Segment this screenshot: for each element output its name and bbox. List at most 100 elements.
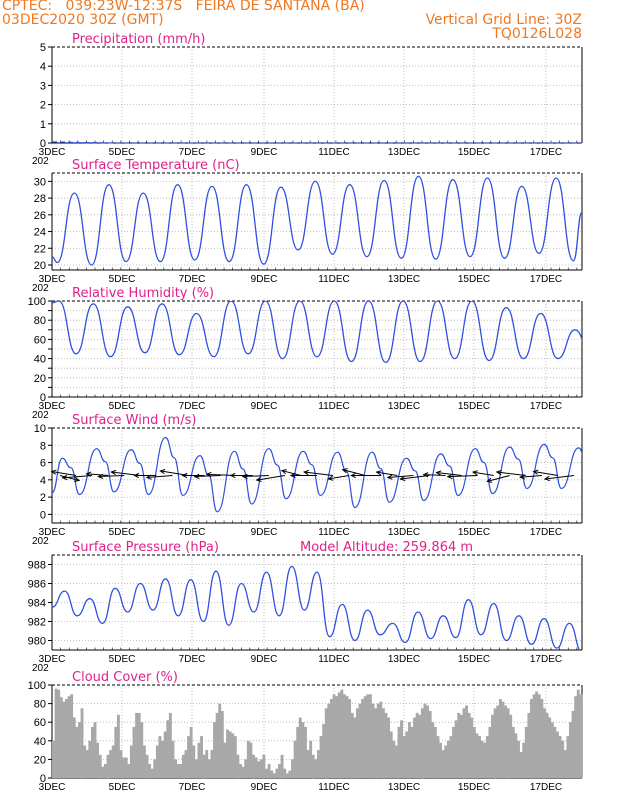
panel-title: Surface Wind (m/s) (72, 413, 196, 428)
cloud-bar (545, 712, 549, 778)
cloud-bar (296, 726, 300, 778)
y-tick-label: 2 (40, 100, 46, 112)
y-tick-label: 20 (34, 260, 46, 272)
x-tick-label: 3DEC (39, 527, 66, 538)
cloud-bar (103, 764, 107, 778)
cloud-bar (563, 750, 567, 778)
pressure-line (52, 565, 581, 650)
cloud-bar (200, 736, 203, 778)
cloud-bar (550, 722, 554, 778)
cloud-bar (278, 764, 281, 778)
cloud-bar (329, 699, 333, 778)
cloud-bar (483, 742, 487, 778)
cloud-bar (441, 750, 445, 778)
cloud-bar (527, 712, 531, 778)
cloud-bar (114, 726, 118, 778)
cloud-bar (202, 754, 206, 779)
cloud-bar (379, 701, 383, 778)
wind-vector-head (350, 472, 356, 479)
cloud-bar (332, 694, 336, 778)
x-tick-label: 11DEC (318, 527, 350, 538)
cloud-bar (561, 740, 565, 778)
cloud-bar (140, 722, 144, 778)
x-tick-label: 5DEC (109, 401, 136, 412)
cloud-bar (83, 745, 87, 778)
cloud-bar (215, 712, 219, 778)
x-tick-label: 7DEC (179, 401, 206, 412)
cloud-bar (111, 745, 115, 778)
cloud-bar (262, 754, 266, 779)
y-tick-label: 0 (40, 138, 46, 150)
x-tick-label: 5DEC (109, 527, 136, 538)
cloud-bar (153, 759, 157, 778)
cloud-bar (135, 712, 139, 778)
cloud-bar (537, 694, 541, 778)
x-tick-label: 5DEC (109, 654, 136, 665)
x-year-fragment: 202 (32, 283, 49, 294)
cloud-bar (335, 696, 339, 778)
panel-0: 0 1 2 3 4 5 3DEC 5DEC 7DEC 9DEC 11DEC 13DEC 15DEC 17D… (32, 32, 583, 167)
cloud-bar (119, 750, 123, 778)
cloud-bar (454, 720, 458, 778)
cloud-bar (374, 708, 378, 779)
y-tick-label: 100 (28, 680, 46, 692)
wind-speed-line (52, 436, 582, 513)
cloud-bar (233, 736, 237, 778)
cloud-bar (532, 694, 536, 778)
cloud-bar (405, 731, 409, 778)
cloud-bar (420, 708, 424, 779)
panel-2: 0 20 40 60 80 100 3DEC 5DEC 7DEC 9DEC 11DEC 13DEC 15… (28, 286, 583, 421)
x-tick-label: 11DEC (318, 147, 350, 158)
cloud-bar (459, 714, 463, 778)
wind-vector (98, 475, 125, 478)
wind-vector (146, 475, 173, 479)
cloud-bar (366, 694, 370, 778)
cloud-bar (514, 733, 518, 778)
cloud-bar (467, 712, 471, 778)
cloud-bar (54, 688, 58, 778)
x-tick-label: 17DEC (530, 654, 562, 665)
cloud-bar (223, 742, 227, 778)
cloud-bar (418, 714, 422, 778)
cloud-bar (566, 736, 570, 778)
cloud-bar (311, 754, 315, 779)
cloud-bar (337, 692, 341, 778)
cloud-bar (548, 717, 552, 778)
cloud-bar (228, 731, 232, 778)
wind-vector (51, 471, 77, 476)
cloud-bar (272, 773, 276, 778)
x-tick-label: 11DEC (318, 782, 350, 793)
y-tick-label: 40 (34, 736, 46, 748)
cloud-bar (231, 733, 235, 778)
cloud-bar (148, 764, 152, 778)
cloud-bar (485, 736, 489, 778)
wind-vector-head (181, 472, 188, 479)
wind-vector-head (446, 473, 453, 480)
cloud-bar (189, 726, 193, 778)
y-tick-label: 1 (40, 119, 46, 131)
cloud-bar (59, 697, 63, 778)
cloud-bar (439, 742, 443, 778)
cloud-bar (80, 708, 84, 779)
x-tick-label: 3DEC (39, 274, 66, 285)
y-tick-label: 60 (34, 717, 46, 729)
x-tick-label: 11DEC (318, 401, 350, 412)
cloud-bar (543, 708, 546, 779)
cloud-bar (392, 740, 396, 778)
header-model: TQ0126L028 (492, 26, 582, 42)
x-tick-label: 7DEC (179, 527, 206, 538)
wind-vector-head (435, 470, 442, 476)
y-tick-label: 28 (34, 193, 46, 205)
cloud-bar (246, 740, 250, 778)
cloud-bar (283, 768, 287, 778)
y-tick-label: 986 (28, 579, 46, 591)
y-tick-label: 22 (34, 243, 46, 255)
cloud-bar (348, 699, 352, 778)
cloud-bar (394, 745, 398, 778)
y-tick-label: 0 (40, 509, 46, 521)
wind-vector (342, 469, 366, 476)
cloud-bar (556, 731, 559, 778)
wind-vector-head (341, 468, 348, 474)
cloud-bar (423, 703, 427, 778)
y-tick-label: 982 (28, 617, 46, 629)
